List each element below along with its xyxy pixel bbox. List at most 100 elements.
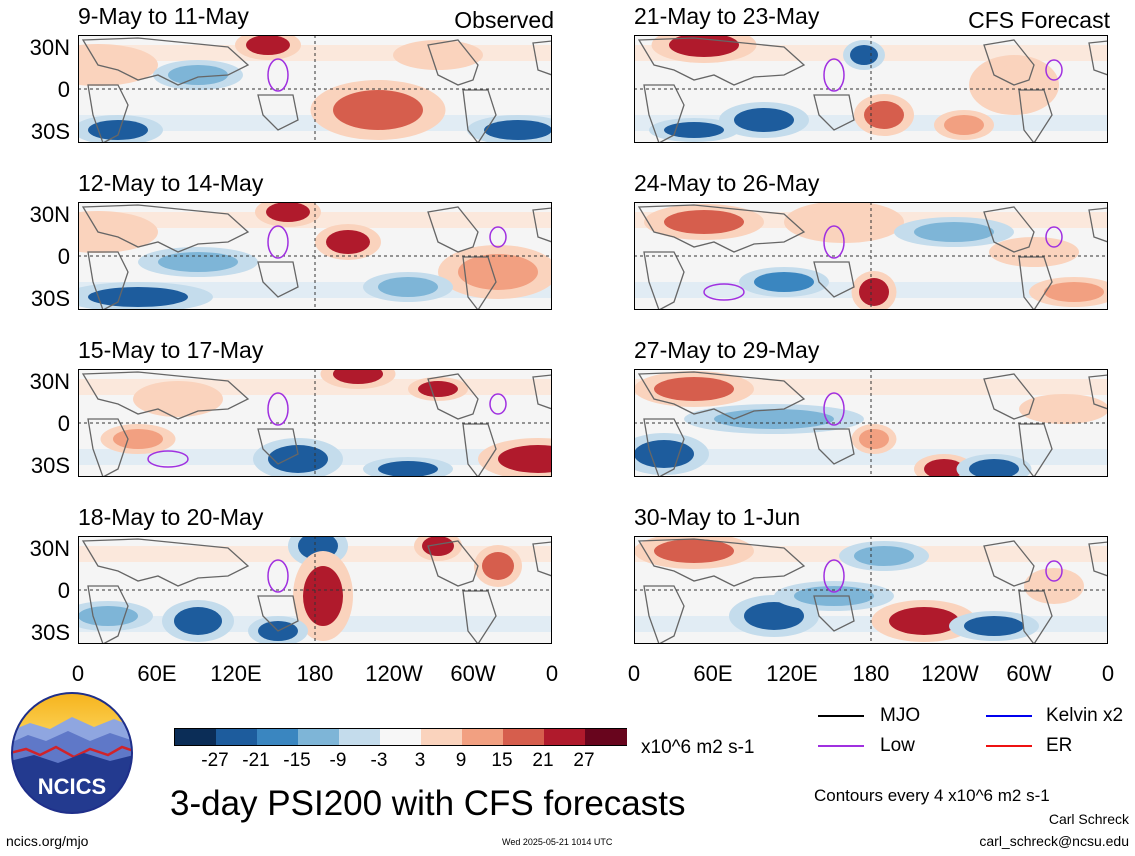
anomaly-blob [148,387,208,411]
coastline [532,207,552,243]
coastline [532,374,552,410]
legend-label-kelvin: Kelvin x2 [1046,705,1124,726]
anomaly-blob [854,546,914,566]
coastline [1018,256,1053,310]
colorbar-tick: 3 [414,750,426,771]
x-tick-0: 0 [71,661,85,686]
colorbar-tick: -3 [370,750,388,771]
low-contour [1045,226,1063,248]
low-contour [1045,59,1063,81]
panel-title-6: 24-May to 26-May [634,170,820,196]
ncics-url[interactable]: ncics.org/mjo [6,833,89,849]
y-tick-0: 0 [57,77,70,102]
legend-line-low [818,745,864,747]
y-tick-0: 0 [57,578,70,603]
coastline [1018,590,1053,644]
y-tick-0: 0 [57,244,70,269]
low-contour [1045,560,1063,582]
anomaly-blob [634,440,694,468]
coastline [1088,40,1108,76]
low-contour [267,58,289,92]
low-contour [823,225,845,259]
coastline [643,418,685,477]
low-contour [823,559,845,593]
map-panel-2 [78,202,552,310]
low-contour [147,450,189,468]
colorbar-swatch [462,729,504,745]
author-name: Carl Schreck [1048,811,1129,827]
panel-title-5: 21-May to 23-May [634,3,820,29]
map-panel-8 [634,536,1108,644]
y-tick-30s: 30S [30,620,70,645]
panel-title-4: 18-May to 20-May [78,504,264,530]
x-tick-0: 0 [627,661,641,686]
coastline [532,541,552,577]
colorbar-tick: 27 [573,750,595,771]
anomaly-blob [664,122,724,138]
coastline [81,538,250,587]
coastline [637,371,806,420]
colorbar-swatch [380,729,422,745]
ncics-logo: NCICS [10,691,134,815]
y-tick-30n: 30N [29,35,70,60]
coastline [462,89,497,143]
ncics-logo-graphic: NCICS [11,692,133,814]
y-tick-30s: 30S [30,119,70,144]
low-contour [703,283,745,301]
coastline [983,39,1035,86]
low-contour [823,392,845,426]
coastline [643,585,685,644]
anomaly-blob [484,120,552,140]
anomaly-blob [266,202,310,222]
anomaly-blob [1044,282,1104,302]
coastline [81,37,250,86]
x-tick-180: 180 [296,661,334,686]
anomaly-blob [88,287,188,307]
main-title: 3-day PSI200 with CFS forecasts [170,784,686,823]
timestamp: Wed 2025-05-21 1014 UTC [502,837,613,847]
coastline [257,94,299,131]
anomaly-blob [734,108,794,132]
anomaly-blob [246,35,290,55]
anomaly-blob [654,539,734,563]
anomaly-blob [482,552,514,580]
colorbar-tick: 9 [455,750,467,771]
low-contour [267,392,289,426]
coastline [637,37,806,86]
legend-line-mjo [818,715,864,717]
coastline [427,39,479,86]
panel-title-8: 30-May to 1-Jun [634,504,801,530]
coastline [462,590,497,644]
anomaly-blob [924,459,964,477]
y-tick-30n: 30N [29,369,70,394]
anomaly-blob [664,210,744,234]
coastline [257,595,299,632]
coastline [81,204,250,253]
x-tick-60e: 60E [137,661,177,686]
x-tick-120e: 120E [766,661,818,686]
colorbar-swatch [421,729,463,745]
coastline [87,585,129,644]
low-contour [267,225,289,259]
coastline [643,251,685,310]
anomaly-blob [418,381,458,397]
coastline [813,595,855,632]
anomaly-map [78,202,552,310]
panel-title-3: 15-May to 17-May [78,337,264,363]
x-tick-120e: 120E [210,661,262,686]
anomaly-blob [654,377,734,401]
coastline [983,540,1035,587]
coastline [87,84,129,143]
coastline [87,251,129,310]
low-contour [489,393,507,415]
anomaly-blob [859,429,889,449]
coastline [1018,423,1053,477]
coastline [462,423,497,477]
anomaly-blob [914,222,994,242]
author-email[interactable]: carl_schreck@ncsu.edu [979,833,1129,849]
y-tick-30n: 30N [29,202,70,227]
anomaly-blob [1034,399,1094,419]
colorbar-tick: -27 [201,750,229,771]
anomaly-blob [498,445,552,473]
map-panel-6 [634,202,1108,310]
